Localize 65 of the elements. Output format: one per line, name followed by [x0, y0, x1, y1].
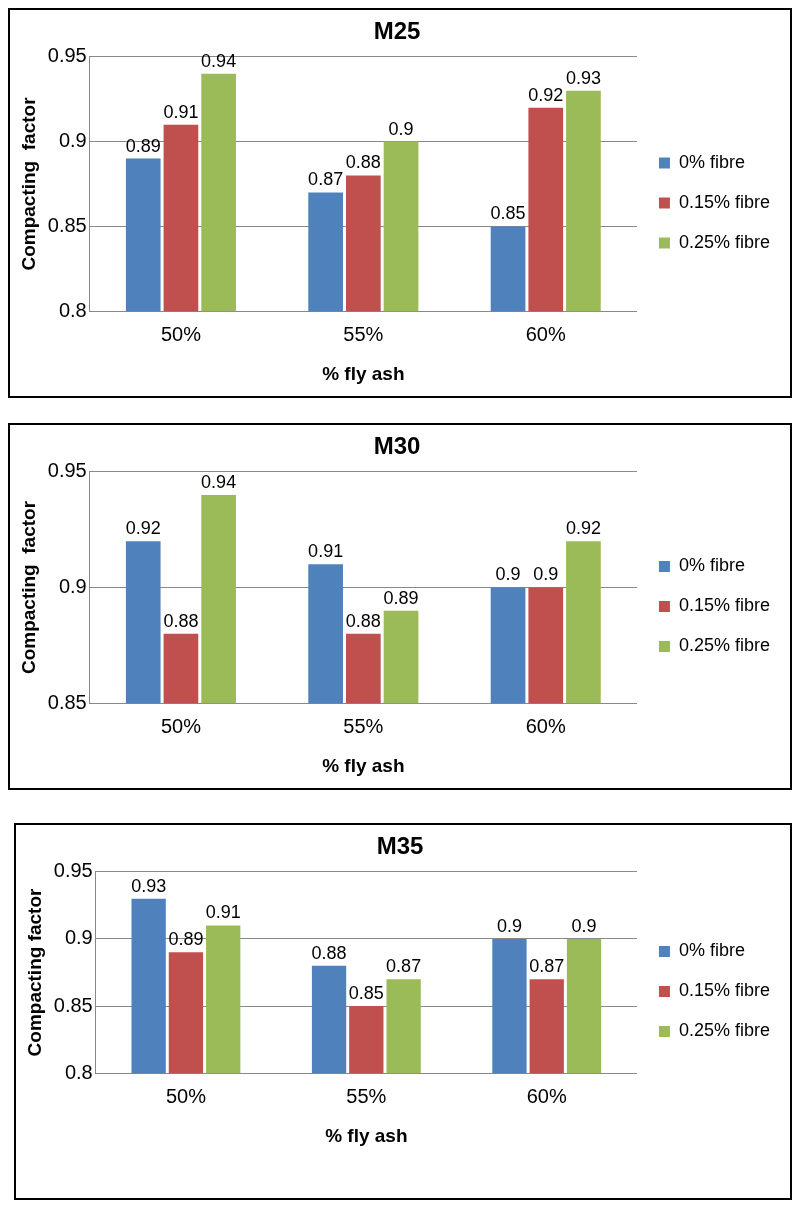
x-tick-label: 50%: [165, 1084, 207, 1107]
data-label: 0.94: [201, 50, 237, 71]
data-label: 0.92: [528, 84, 564, 105]
legend-label: 0% fibre: [678, 940, 745, 961]
y-axis-title: Compacting factor: [23, 887, 45, 1057]
legend-label: 0.15% fibre: [678, 191, 771, 212]
chart-title: M25: [373, 17, 421, 45]
data-label: 0.88: [345, 610, 381, 631]
data-label: 0.91: [205, 902, 241, 923]
data-label: 0.89: [383, 587, 419, 608]
y-tick-label: 0.95: [47, 44, 87, 67]
data-label: 0.9: [496, 915, 522, 936]
x-tick-label: 60%: [526, 1084, 567, 1107]
x-tick-label: 50%: [160, 714, 202, 737]
data-label: 0.93: [565, 67, 601, 88]
data-label: 0.85: [348, 983, 384, 1004]
y-tick-label: 0.8: [64, 1060, 93, 1083]
legend-label: 0% fibre: [678, 151, 745, 172]
y-axis-title: Compacting factor: [17, 500, 39, 675]
y-tick-label: 0.85: [47, 690, 87, 713]
data-label: 0.87: [386, 956, 422, 977]
x-axis-title: % fly ash: [325, 1124, 408, 1146]
x-axis-title: % fly ash: [322, 754, 405, 776]
data-label: 0.9: [571, 915, 597, 936]
data-label: 0.92: [565, 518, 601, 539]
x-tick-label: 55%: [343, 714, 384, 737]
y-tick-label: 0.8: [58, 298, 87, 321]
x-axis-title: % fly ash: [322, 362, 405, 384]
data-label: 0.9: [495, 564, 521, 585]
x-tick-label: 50%: [160, 322, 202, 345]
legend-label: 0.25% fibre: [678, 635, 771, 656]
legend-label: 0% fibre: [678, 555, 745, 576]
data-label: 0.87: [308, 169, 344, 190]
chart-title: M35: [376, 832, 424, 860]
data-label: 0.94: [201, 471, 237, 492]
x-tick-label: 55%: [343, 322, 384, 345]
data-label: 0.87: [529, 956, 565, 977]
legend-label: 0.15% fibre: [678, 595, 771, 616]
y-tick-label: 0.95: [47, 459, 87, 482]
legend-label: 0.25% fibre: [678, 1020, 771, 1041]
legend-label: 0.25% fibre: [678, 231, 771, 252]
chart-title: M30: [373, 432, 421, 460]
y-tick-label: 0.95: [53, 859, 93, 882]
data-label: 0.93: [131, 875, 167, 896]
y-tick-label: 0.85: [47, 213, 87, 236]
y-tick-label: 0.9: [58, 575, 87, 598]
data-label: 0.88: [311, 942, 347, 963]
y-tick-label: 0.9: [64, 926, 93, 949]
y-axis-title: Compacting factor: [17, 96, 39, 271]
data-label: 0.91: [163, 101, 199, 122]
x-tick-label: 60%: [525, 714, 566, 737]
data-label: 0.89: [168, 929, 204, 950]
data-label: 0.85: [490, 203, 526, 224]
data-label: 0.91: [308, 541, 344, 562]
y-tick-label: 0.9: [58, 129, 87, 152]
data-label: 0.89: [125, 135, 161, 156]
data-label: 0.92: [125, 518, 161, 539]
data-label: 0.88: [163, 610, 199, 631]
y-tick-label: 0.85: [53, 993, 93, 1016]
data-label: 0.9: [388, 118, 414, 139]
data-label: 0.9: [533, 564, 559, 585]
legend-label: 0.15% fibre: [678, 980, 771, 1001]
x-tick-label: 55%: [346, 1084, 387, 1107]
data-label: 0.88: [345, 152, 381, 173]
x-tick-label: 60%: [525, 322, 566, 345]
